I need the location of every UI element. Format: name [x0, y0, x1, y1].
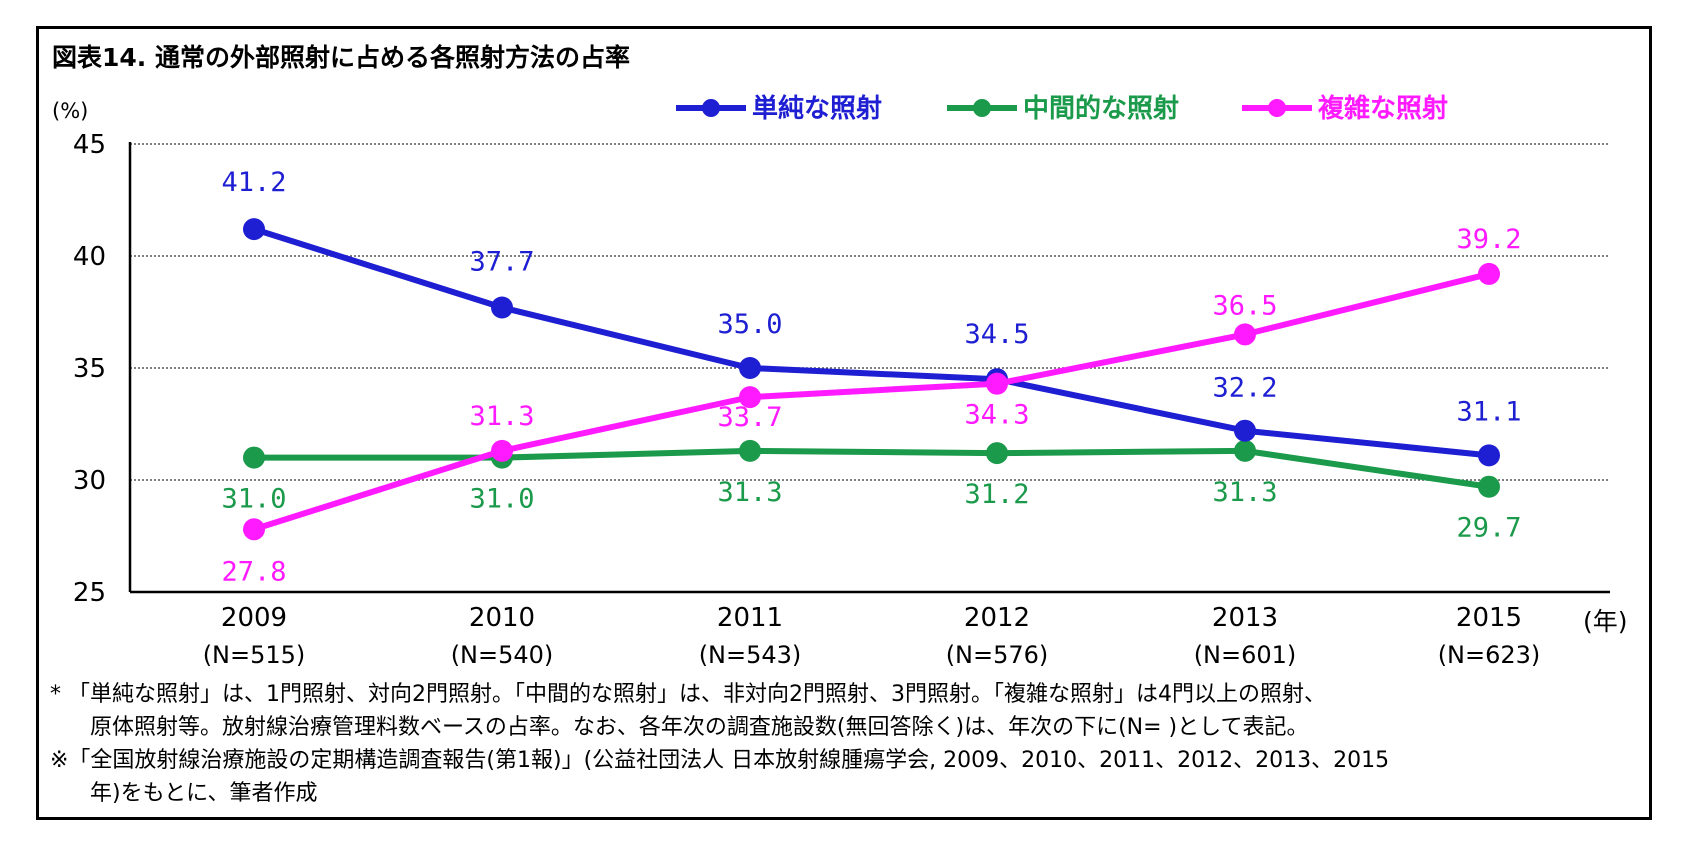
footnote-definition: * 「単純な照射」は、1門照射、対向2門照射。「中間的な照射」は、非対向2門照射…	[50, 682, 1326, 707]
x-tick-sublabel: (N=543)	[699, 641, 802, 669]
data-label: 31.2	[964, 479, 1029, 510]
x-axis-unit: (年)	[1583, 607, 1628, 636]
data-label: 31.0	[221, 484, 286, 515]
y-tick-label: 25	[73, 578, 106, 608]
y-tick-label: 45	[73, 130, 106, 160]
x-tick-sublabel: (N=623)	[1438, 641, 1541, 669]
data-label: 31.3	[717, 477, 782, 508]
data-label: 34.5	[964, 319, 1029, 350]
data-point	[739, 357, 761, 379]
data-point	[1478, 475, 1500, 498]
figure-frame	[36, 26, 1652, 820]
chart-title: 図表14. 通常の外部照射に占める各照射方法の占率	[52, 43, 630, 72]
series-line	[253, 271, 1490, 533]
y-tick-label: 30	[73, 466, 106, 496]
x-tick-sublabel: (N=601)	[1194, 641, 1297, 669]
x-tick-label: 2009	[221, 603, 287, 633]
data-label: 36.5	[1212, 290, 1277, 321]
data-point	[1234, 323, 1256, 346]
data-label: 31.3	[469, 401, 534, 432]
data-label: 34.3	[964, 400, 1029, 431]
data-point	[243, 218, 265, 241]
x-tick-label: 2015	[1456, 603, 1522, 633]
x-tick-sublabel: (N=515)	[203, 641, 306, 669]
data-point	[739, 439, 761, 462]
data-point	[739, 386, 761, 409]
x-tick-label: 2013	[1212, 603, 1278, 633]
y-tick-label: 40	[73, 242, 106, 272]
data-label: 35.0	[717, 309, 782, 340]
x-tick-label: 2011	[717, 603, 783, 633]
series-line	[254, 447, 1490, 490]
data-point	[1234, 419, 1256, 442]
data-label: 33.7	[717, 402, 782, 433]
data-label: 41.2	[221, 167, 286, 198]
data-point	[1234, 439, 1256, 462]
x-tick-label: 2010	[469, 603, 535, 633]
data-point	[243, 518, 265, 541]
data-label: 39.2	[1456, 224, 1521, 255]
footnote-definition-cont: 原体照射等。放射線治療管理料数ベースの占率。なお、各年次の調査施設数(無回答除く…	[90, 715, 1309, 740]
legend-label: 単純な照射	[752, 93, 882, 124]
x-tick-sublabel: (N=540)	[451, 641, 554, 669]
legend-label: 中間的な照射	[1023, 93, 1179, 124]
y-axis-unit: (%)	[52, 99, 88, 123]
x-tick-label: 2012	[964, 603, 1030, 633]
y-tick-label: 35	[73, 354, 106, 384]
data-point	[1478, 262, 1500, 285]
legend-marker	[973, 99, 991, 117]
data-label: 27.8	[221, 556, 286, 587]
data-label: 37.7	[469, 247, 534, 278]
data-point	[491, 296, 513, 319]
data-label: 29.7	[1456, 513, 1521, 544]
footnote-source: ※「全国放射線治療施設の定期構造調査報告(第1報)」(公益社団法人 日本放射線腫…	[50, 748, 1390, 773]
x-tick-sublabel: (N=576)	[946, 641, 1049, 669]
data-point	[1478, 444, 1500, 467]
legend-marker	[1268, 99, 1286, 117]
data-label: 32.2	[1212, 373, 1277, 404]
legend-label: 複雑な照射	[1318, 93, 1448, 124]
data-label: 31.1	[1456, 396, 1521, 427]
data-point	[986, 442, 1008, 465]
footnote-source-cont: 年)をもとに、筆者作成	[90, 781, 318, 806]
series-line	[253, 226, 1490, 459]
data-point	[243, 446, 265, 469]
data-point	[491, 439, 513, 462]
legend-marker	[702, 99, 720, 117]
data-label: 31.3	[1212, 477, 1277, 508]
footnotes: * 「単純な照射」は、1門照射、対向2門照射。「中間的な照射」は、非対向2門照射…	[50, 678, 1640, 810]
data-point	[986, 372, 1008, 395]
data-label: 31.0	[469, 484, 534, 515]
